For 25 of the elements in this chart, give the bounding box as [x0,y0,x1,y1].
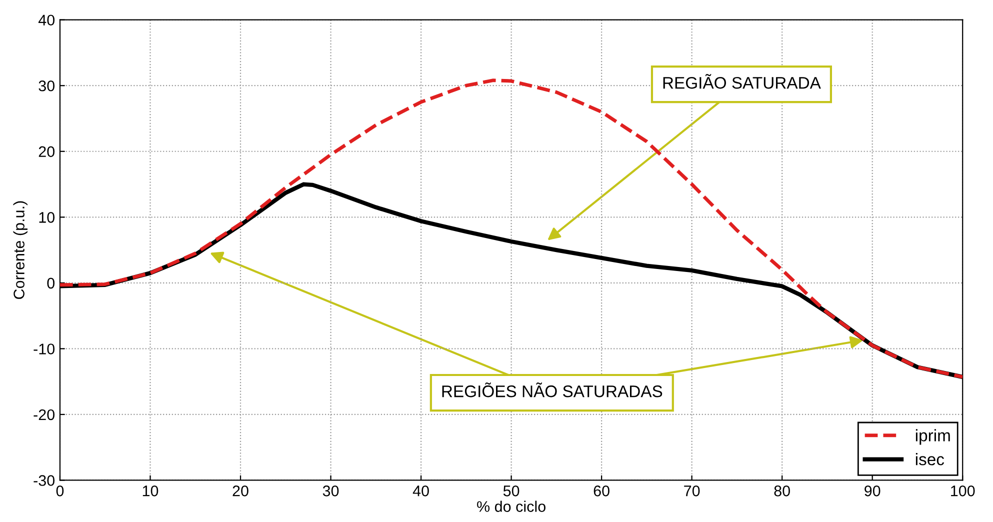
y-tick-label: 10 [39,212,55,223]
x-tick-label: 80 [774,486,790,496]
y-tick-label: -30 [34,475,55,486]
y-tick-label: 0 [47,278,55,289]
legend-label: isec [916,453,944,466]
y-tick-label: -20 [34,409,55,420]
y-tick-label: 30 [38,80,55,92]
x-tick-label: 50 [503,486,520,496]
y-tick-label: -10 [34,344,55,354]
x-tick-label: 90 [864,486,880,496]
x-tick-label: 20 [232,486,248,496]
x-tick-label: 60 [594,486,610,496]
y-tick-label: 20 [38,146,55,158]
annotation: REGIÕES NÃO SATURADAS [442,382,662,398]
x-tick-label: 0 [56,486,64,496]
legend-label: iprim [916,429,950,445]
annotation: REGIÃO SATURADA [663,74,821,89]
x-tick-label: 100 [951,486,975,496]
y-axis-title: Corrente (p.u.) [13,201,28,299]
x-tick-label: 30 [322,486,339,496]
x-tick-label: 10 [142,486,158,496]
x-tick-label: 70 [684,486,700,496]
x-tick-label: 40 [412,486,429,496]
x-axis-title: % do ciclo [477,500,546,512]
y-tick-label: 40 [38,14,55,26]
